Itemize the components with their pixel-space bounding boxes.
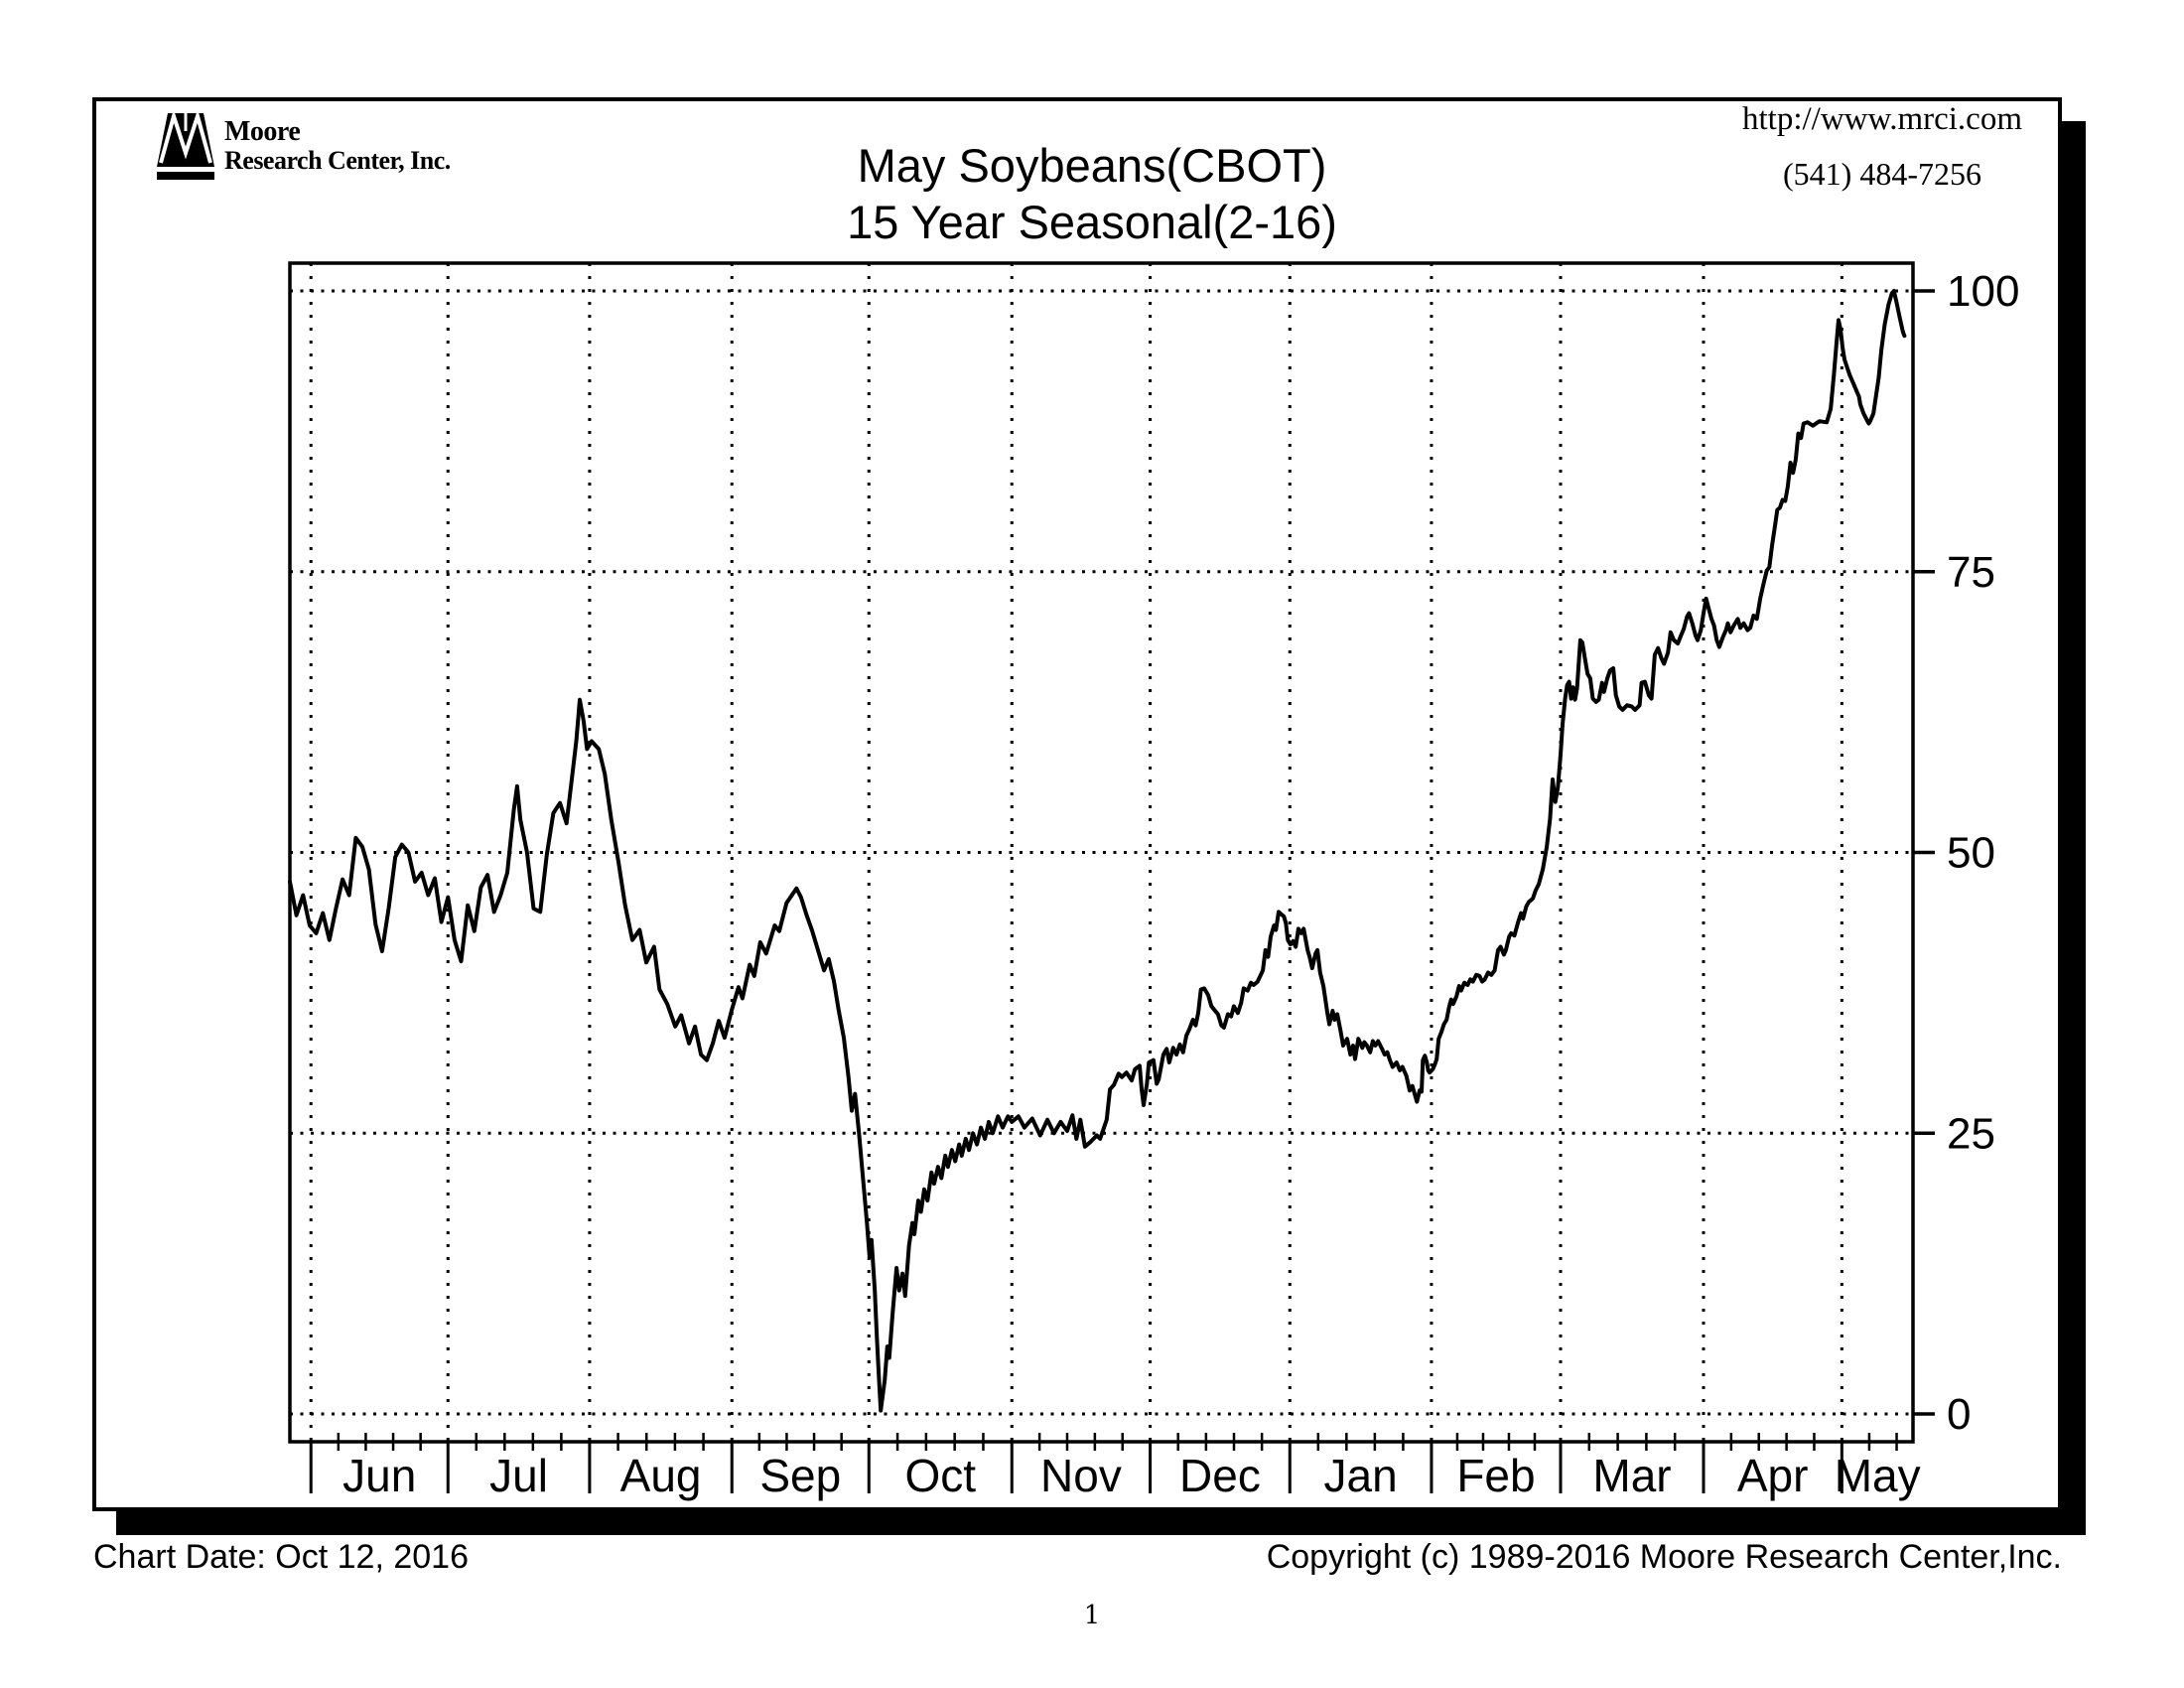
page-number: 1 [1083,1601,1101,1630]
month-label: Apr [1737,1450,1809,1501]
logo-line2: Research Center, Inc. [224,146,451,175]
chart-title: May Soybeans(CBOT) [857,139,1327,192]
month-label: Jan [1324,1450,1398,1501]
month-label: Jul [489,1450,548,1501]
chart-title-block: May Soybeans(CBOT) 15 Year Seasonal(2-16… [847,137,1337,250]
mrci-logo-icon [157,111,214,180]
contact-block: http://www.mrci.com (541) 484-7256 [1725,99,2039,192]
copyright: Copyright (c) 1989-2016 Moore Research C… [1266,1538,2062,1576]
y-tick-label: 75 [1947,548,1995,597]
month-label: Oct [904,1450,976,1501]
chart-date: Chart Date: Oct 12, 2016 [93,1538,469,1576]
chart-sheet [92,97,2062,1511]
chart-subtitle: 15 Year Seasonal(2-16) [847,196,1337,248]
month-label: Dec [1179,1450,1261,1501]
month-label: Sep [759,1450,841,1501]
website-url: http://www.mrci.com [1742,101,2022,137]
logo-line1: Moore [224,116,301,147]
month-label: Feb [1456,1450,1535,1501]
month-label: Mar [1592,1450,1671,1501]
y-tick-label: 25 [1947,1109,1995,1158]
y-tick-label: 100 [1947,267,2019,316]
month-label: Aug [620,1450,702,1501]
phone-number: (541) 484-7256 [1783,156,1981,192]
month-label: May [1835,1450,1921,1501]
month-label: Jun [342,1450,416,1501]
plot-frame [288,261,1915,1444]
y-tick-label: 0 [1947,1390,1971,1439]
y-tick-label: 50 [1947,829,1995,878]
seasonal-line [288,289,1907,1413]
logo-text: Moore Research Center, Inc. [224,117,451,175]
month-label: Nov [1040,1450,1122,1501]
